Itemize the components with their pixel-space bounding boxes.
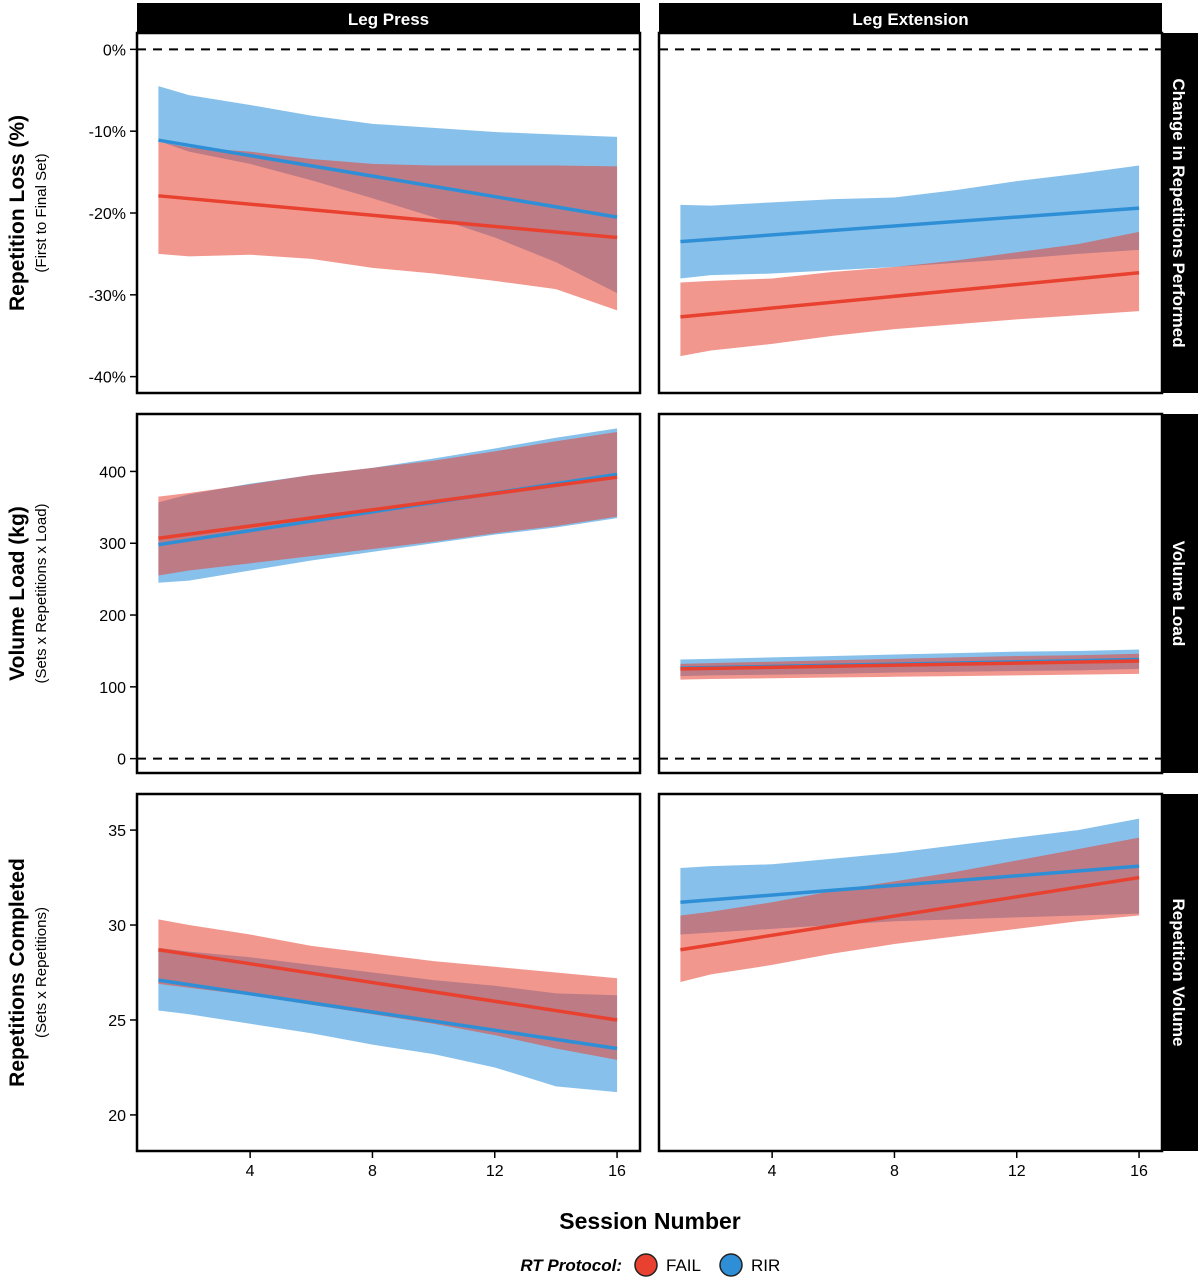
trend-line-fail [680, 270, 1140, 319]
legend-title: RT Protocol: [520, 1256, 622, 1275]
row-strip [1162, 33, 1198, 393]
x-tick-label: 4 [246, 1163, 255, 1180]
column-strip [137, 3, 640, 33]
y-tick-label: -10% [89, 124, 126, 141]
y-axis-title: Repetition Loss (%) [6, 115, 29, 311]
y-tick-label: 200 [99, 608, 126, 625]
trend-line-fail [158, 194, 618, 240]
y-axis-subtitle: (Sets x Repetitions) [33, 907, 50, 1038]
legend-label-rir: RIR [751, 1256, 780, 1275]
y-axis-title: Repetitions Completed [6, 858, 29, 1087]
column-strip-label: Leg Press [348, 10, 429, 29]
y-tick-label: 400 [99, 464, 126, 481]
panel-border [135, 31, 642, 395]
trend-line-rir [680, 206, 1140, 244]
y-tick-label: 25 [108, 1013, 126, 1030]
y-tick-label: 100 [99, 680, 126, 697]
trend-line-fail [158, 475, 618, 540]
trend-line-fail [158, 947, 618, 1022]
panel-border [135, 412, 642, 775]
y-tick-label: 20 [108, 1108, 126, 1125]
confidence-band-fail [158, 431, 618, 576]
x-tick-label: 8 [368, 1163, 377, 1180]
legend-swatch-fail [634, 1253, 658, 1277]
x-tick-label: 16 [1130, 1163, 1148, 1180]
x-axis-title: Session Number [559, 1208, 741, 1234]
y-tick-label: 30 [108, 918, 126, 935]
x-tick-label: 12 [1008, 1163, 1026, 1180]
legend-swatch-rir [719, 1253, 743, 1277]
trend-line-rir [680, 864, 1140, 904]
x-tick-label: 12 [486, 1163, 504, 1180]
trend-line-fail [680, 659, 1140, 671]
x-tick-label: 8 [890, 1163, 899, 1180]
row-strip [1162, 414, 1198, 773]
legend-label-fail: FAIL [666, 1256, 701, 1275]
trend-line-rir [158, 138, 618, 219]
y-tick-label: -30% [89, 288, 126, 305]
y-axis-subtitle: (First to Final Set) [33, 153, 50, 272]
panel-border [657, 412, 1164, 775]
panel-border [657, 792, 1164, 1153]
column-strip [659, 3, 1162, 33]
y-tick-label: -40% [89, 370, 126, 387]
confidence-band-fail [158, 919, 618, 1060]
row-strip [1162, 794, 1198, 1151]
trend-line-fail [680, 875, 1140, 952]
y-axis-title: Volume Load (kg) [6, 506, 29, 681]
x-tick-label: 4 [768, 1163, 777, 1180]
row-strip-label: Volume Load [1169, 541, 1188, 646]
y-tick-label: 0% [103, 42, 126, 59]
column-strip-label: Leg Extension [852, 10, 968, 29]
row-strip-label: Repetition Volume [1169, 899, 1188, 1047]
y-tick-label: 0 [117, 752, 126, 769]
panel-border [135, 792, 642, 1153]
trend-line-rir [158, 978, 618, 1051]
row-strip-label: Change in Repetitions Performed [1169, 78, 1188, 347]
panel-border [657, 31, 1164, 395]
y-tick-label: 35 [108, 823, 126, 840]
y-axis-subtitle: (Sets x Repetitions x Load) [33, 503, 50, 683]
y-tick-label: -20% [89, 206, 126, 223]
y-tick-label: 300 [99, 536, 126, 553]
confidence-band-fail [158, 141, 618, 311]
confidence-band-rir [680, 165, 1140, 279]
x-tick-label: 16 [608, 1163, 626, 1180]
